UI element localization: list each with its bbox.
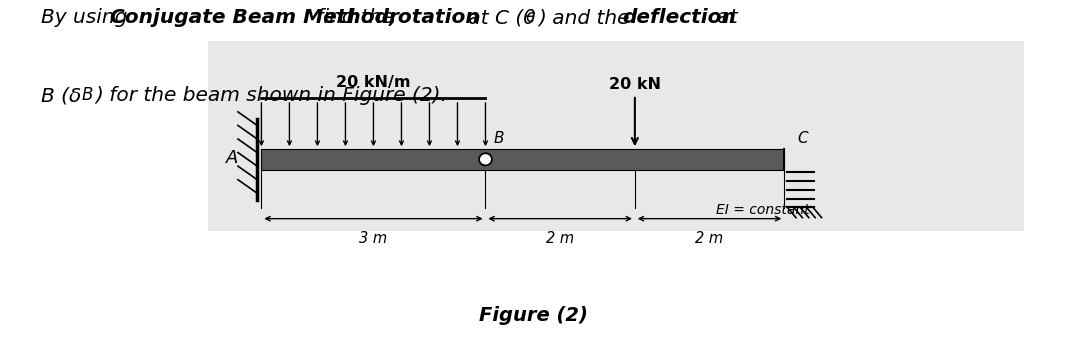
Text: find the: find the: [310, 8, 401, 27]
Text: at C (θ: at C (θ: [462, 8, 536, 27]
Text: Figure (2): Figure (2): [479, 306, 588, 325]
Text: Conjugate Beam Method,: Conjugate Beam Method,: [110, 8, 397, 27]
Text: B (δ: B (δ: [41, 86, 81, 105]
Text: 2 m: 2 m: [696, 231, 723, 245]
Text: 20 kN: 20 kN: [609, 77, 660, 92]
Text: B: B: [494, 131, 505, 146]
Text: A: A: [225, 148, 238, 167]
Text: EI = constant: EI = constant: [716, 203, 810, 217]
Text: ) for the beam shown in Figure (2).: ) for the beam shown in Figure (2).: [95, 86, 447, 105]
Text: rotation: rotation: [388, 8, 480, 27]
Text: C: C: [797, 131, 808, 146]
Text: 2 m: 2 m: [546, 231, 574, 245]
Text: By using: By using: [41, 8, 133, 27]
Bar: [261, 149, 784, 170]
Text: 3 m: 3 m: [360, 231, 387, 245]
Text: 20 kN/m: 20 kN/m: [336, 75, 411, 90]
Text: ) and the: ) and the: [538, 8, 636, 27]
Text: at: at: [711, 8, 737, 27]
Text: B: B: [81, 86, 93, 104]
Ellipse shape: [479, 153, 492, 165]
Bar: [208, 41, 1024, 231]
Text: c: c: [525, 8, 535, 26]
Text: deflection: deflection: [622, 8, 736, 27]
